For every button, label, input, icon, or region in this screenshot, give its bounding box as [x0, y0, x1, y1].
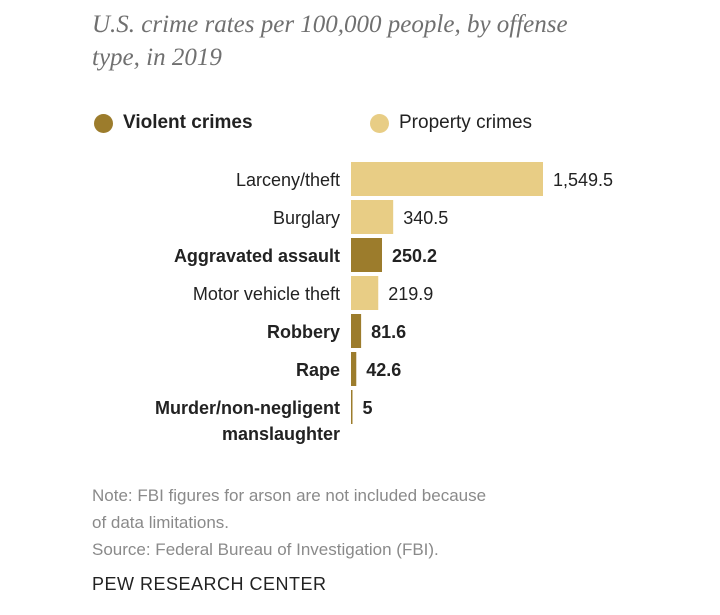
legend-property-label: Property crimes	[399, 112, 533, 133]
bar-3	[351, 276, 379, 310]
category-label-1: Burglary	[273, 208, 340, 228]
note-line-1: Note: FBI figures for arson are not incl…	[92, 486, 487, 505]
legend-property-crimes: Property crimes	[370, 112, 532, 134]
legend-property-swatch	[370, 113, 389, 133]
bar-1	[351, 200, 394, 234]
brand-footer: PEW RESEARCH CENTER	[92, 574, 327, 594]
category-label-5: Rape	[296, 360, 340, 380]
chart-note: Note: FBI figures for arson are not incl…	[92, 482, 652, 563]
category-label-6-0: Murder/non-negligent	[155, 398, 340, 418]
source-line: Source: Federal Bureau of Investigation …	[92, 540, 439, 559]
legend-violent-label: Violent crimes	[123, 112, 253, 133]
category-label-6-1: manslaughter	[222, 424, 340, 444]
bar-4	[351, 314, 362, 348]
category-label-2: Aggravated assault	[174, 246, 340, 266]
bar-2	[351, 238, 383, 272]
chart-title-line-1: U.S. crime rates per 100,000 people, by …	[92, 11, 568, 38]
chart-title: U.S. crime rates per 100,000 people, by …	[92, 8, 682, 74]
value-label-1: 340.5	[403, 208, 448, 228]
category-label-0: Larceny/theft	[236, 170, 340, 190]
legend-violent-swatch	[94, 113, 113, 133]
bar-0	[351, 162, 543, 196]
category-label-3: Motor vehicle theft	[193, 284, 340, 304]
value-label-0: 1,549.5	[553, 170, 613, 190]
value-label-3: 219.9	[388, 284, 433, 304]
value-label-4: 81.6	[371, 322, 406, 342]
category-label-4: Robbery	[267, 322, 340, 342]
value-label-6: 5	[363, 398, 373, 418]
note-line-2: of data limitations.	[92, 513, 230, 532]
bar-chart: Larceny/theft 1,549.5 Burglary 340.5 Aggrava…	[155, 162, 613, 444]
bar-5	[351, 352, 357, 386]
chart-title-line-2: type, in 2019	[92, 44, 222, 71]
bar-6	[351, 390, 353, 424]
value-label-2: 250.2	[392, 246, 437, 266]
legend-violent-crimes: Violent crimes	[94, 112, 253, 134]
value-label-5: 42.6	[366, 360, 401, 380]
